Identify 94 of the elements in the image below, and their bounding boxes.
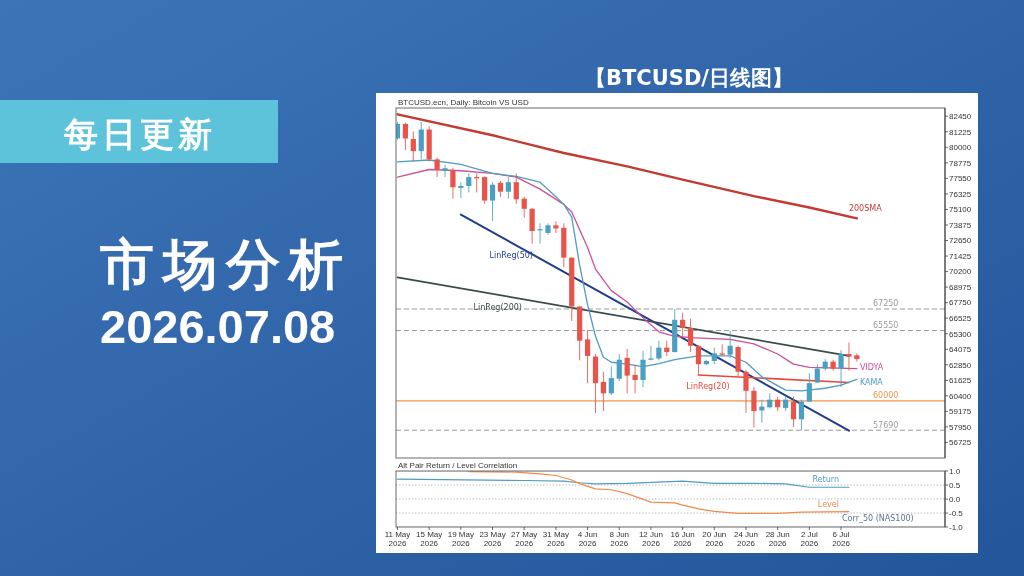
series-label: LinReg(20) xyxy=(686,382,730,392)
y-tick-label: 73875 xyxy=(949,220,972,230)
y-tick-label: 75100 xyxy=(949,205,972,215)
candlestick xyxy=(680,312,686,337)
y-tick-label: 57950 xyxy=(949,422,972,432)
candlestick xyxy=(529,207,535,245)
y-tick-label: 80000 xyxy=(949,143,972,153)
y-tick-label: 66525 xyxy=(949,313,972,323)
text: 每日更新 xyxy=(63,114,216,154)
y-tick-label: 82450 xyxy=(949,112,972,122)
candlestick xyxy=(751,386,757,429)
x-tick-label: 19 May 2026 xyxy=(447,530,474,548)
x-tick-label: 23 May 2026 xyxy=(479,530,506,548)
annotation: Corr_50 (NAS100) xyxy=(842,514,914,523)
candlestick xyxy=(442,164,448,178)
candlestick xyxy=(854,352,860,363)
candlestick xyxy=(402,122,409,151)
series-label: VIDYA xyxy=(859,362,884,372)
chart-title: 【BTCUSD/日线图】 xyxy=(584,66,794,90)
candlestick xyxy=(553,221,559,234)
candlestick xyxy=(838,349,844,388)
series-label: LinReg(50) xyxy=(489,250,533,260)
y-tick-label: 72650 xyxy=(949,236,972,246)
candlestick xyxy=(695,345,702,377)
candlestick xyxy=(489,181,496,222)
chart-title: Alt Pair Return / Level Correlation xyxy=(398,460,518,470)
y-tick-label: 70200 xyxy=(949,267,972,277)
y-tick-label: 81225 xyxy=(949,127,972,137)
y-tick-label: 61625 xyxy=(949,376,972,386)
y-tick-label: 62850 xyxy=(949,360,972,370)
candlestick xyxy=(584,329,591,384)
ref-line-label: 67250 xyxy=(873,299,899,309)
y-tick-label: 60400 xyxy=(949,391,972,401)
y-tick-label: 0.0 xyxy=(949,494,961,504)
candlestick xyxy=(727,330,733,359)
y-tick-label: -0.5 xyxy=(949,508,964,518)
candlestick xyxy=(410,130,416,162)
x-tick-label: 16 Jun 2026 xyxy=(670,530,695,548)
y-tick-label: 71425 xyxy=(949,251,972,261)
candlestick xyxy=(624,348,630,394)
candlestick xyxy=(513,172,519,205)
y-tick-label: 59175 xyxy=(949,407,972,417)
x-tick-label: 12 Jun 2026 xyxy=(638,530,663,548)
candlestick xyxy=(790,396,797,428)
y-tick-label: 0.5 xyxy=(949,480,961,490)
y-tick-label: -1.0 xyxy=(949,522,964,532)
candlestick xyxy=(640,350,646,388)
y-tick-label: 76325 xyxy=(949,189,972,199)
x-tick-label: 27 May 2026 xyxy=(511,530,538,548)
y-tick-label: 68975 xyxy=(949,282,972,292)
y-tick-label: 1.0 xyxy=(949,466,961,476)
text: 2026.07.08 xyxy=(100,300,336,353)
x-tick-label: 11 May 2026 xyxy=(384,530,411,548)
candlestick xyxy=(743,369,749,414)
x-tick-label: 2 Jul 2026 xyxy=(800,530,819,548)
y-tick-label: 65300 xyxy=(949,329,972,339)
series-label: Level xyxy=(817,499,839,509)
candlestick xyxy=(466,172,472,193)
candlestick xyxy=(600,371,607,412)
candlestick xyxy=(505,176,511,200)
y-tick-label: 56725 xyxy=(949,438,972,448)
candlestick xyxy=(846,342,852,371)
candlestick xyxy=(521,196,527,219)
text: 市场分析 xyxy=(99,233,352,296)
ref-line-label: 65550 xyxy=(873,321,899,331)
candlestick xyxy=(616,353,622,382)
candlestick xyxy=(482,175,488,205)
series-label: Return xyxy=(812,475,839,485)
candlestick xyxy=(798,399,805,431)
series-label: KAMA xyxy=(859,378,884,388)
series-label: 200SMA xyxy=(848,204,883,214)
x-tick-label: 15 May 2026 xyxy=(416,530,443,548)
ref-line-label: 57690 xyxy=(873,420,899,430)
x-tick-label: 24 Jun 2026 xyxy=(733,530,759,548)
candlestick xyxy=(434,156,440,178)
x-tick-label: 8 Jun 2026 xyxy=(609,530,630,548)
x-tick-label: 20 Jun 2026 xyxy=(702,530,727,548)
x-tick-label: 31 May 2026 xyxy=(542,530,570,548)
candlestick xyxy=(450,167,456,200)
ref-line-label: 60000 xyxy=(873,391,899,401)
y-tick-label: 77550 xyxy=(949,174,972,184)
x-tick-label: 4 Jun 2026 xyxy=(577,530,598,548)
candlestick xyxy=(608,366,614,396)
y-tick-label: 67750 xyxy=(949,298,972,308)
series-label: LinReg(200) xyxy=(473,302,522,312)
candlestick xyxy=(687,318,694,353)
x-tick-label: 28 Jun 2026 xyxy=(765,530,790,548)
chart-subtitle: BTCUSD.ecn, Daily: Bitcoin VS USD xyxy=(398,98,529,107)
candlestick xyxy=(632,364,638,394)
candlestick xyxy=(458,181,464,199)
y-tick-label: 78775 xyxy=(949,158,972,168)
candlestick xyxy=(648,345,654,361)
x-tick-label: 6 Jul 2026 xyxy=(832,530,851,548)
y-tick-label: 64075 xyxy=(949,345,972,355)
